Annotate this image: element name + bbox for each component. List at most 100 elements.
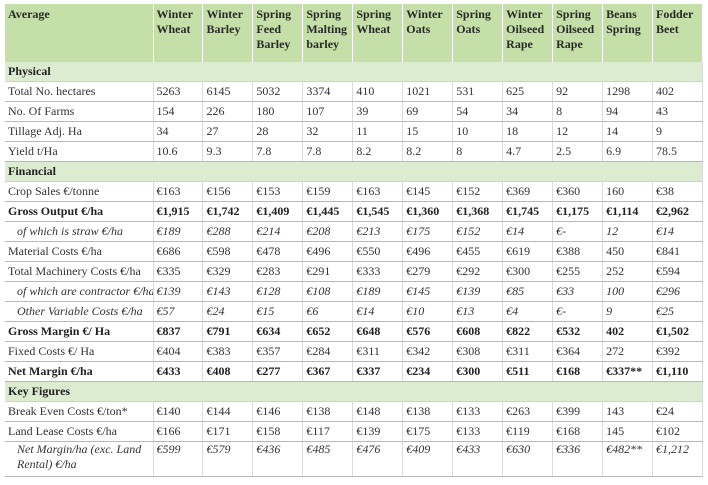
data-row: Total Machinery Costs €/ha €335 €329 €283 €2… [5, 261, 703, 282]
cell: €1,368 [452, 201, 504, 222]
cell: 8.2 [352, 141, 404, 162]
cell: €436 [252, 441, 304, 477]
table-body: Physical Total No. hectares 5263 6145 5032 33… [5, 62, 703, 477]
cell: 6145 [202, 81, 254, 102]
cell: 272 [602, 341, 654, 362]
cell: 39 [352, 101, 404, 122]
cell: €108 [302, 281, 354, 302]
cell: €139 [153, 281, 204, 302]
row-label: Other Variable Costs €/ha [5, 301, 154, 322]
cell: €133 [452, 401, 504, 422]
column-header: Beans Spring [602, 4, 654, 62]
column-header: Winter Wheat [153, 4, 204, 62]
cell: €291 [302, 261, 354, 282]
cell: €329 [202, 261, 254, 282]
cell: €145 [402, 281, 454, 302]
cell: 12 [602, 221, 654, 242]
data-row: Crop Sales €/tonne €163 €156 €153 €159 €163 €1… [5, 181, 703, 202]
data-row: Break Even Costs €/ton* €140 €144 €146 €138 €… [5, 401, 703, 422]
column-header: Winter Oilseed Rape [502, 4, 554, 62]
cell: €140 [153, 401, 204, 422]
cell: €24 [202, 301, 254, 322]
cell: €1,742 [202, 201, 254, 222]
cell: 100 [602, 281, 654, 302]
cell: €496 [302, 241, 354, 262]
cell: 14 [602, 121, 654, 142]
section-row: Key Figures [5, 381, 703, 402]
cell: €1,915 [153, 201, 204, 222]
cell: €1,409 [252, 201, 304, 222]
cell: €148 [352, 401, 404, 422]
data-row: Net Margin/ha (exc. Land Rental) €/ha €59… [5, 441, 703, 477]
cell: €333 [352, 261, 404, 282]
column-header: Spring Malting barley [302, 4, 354, 62]
cell: 15 [402, 121, 454, 142]
cell: €288 [202, 221, 254, 242]
cell: 410 [352, 81, 404, 102]
data-row: No. Of Farms 154 226 180 107 39 69 54 34 8 94 43 [5, 101, 703, 122]
cell: €156 [202, 181, 254, 202]
row-label: Net Margin/ha (exc. Land Rental) €/ha [5, 441, 154, 477]
cell: €175 [402, 221, 454, 242]
section-row: Financial [5, 161, 703, 182]
cell: €6 [302, 301, 354, 322]
cell: 2.5 [552, 141, 604, 162]
cell: 34 [153, 121, 204, 142]
cell: €532 [552, 321, 604, 342]
cell: 107 [302, 101, 354, 122]
cell: €158 [252, 421, 304, 442]
cell: 3374 [302, 81, 354, 102]
cell: 160 [602, 181, 654, 202]
data-row: Fixed Costs €/ Ha €404 €383 €357 €284 €311 €34… [5, 341, 703, 362]
cell: 9 [652, 121, 703, 142]
cell: 34 [502, 101, 554, 122]
cell: €163 [352, 181, 404, 202]
cell: €214 [252, 221, 304, 242]
row-label: Total Machinery Costs €/ha [5, 261, 154, 282]
cell: €478 [252, 241, 304, 262]
cell: €145 [402, 181, 454, 202]
cell: 78.5 [652, 141, 703, 162]
section-row: Physical [5, 62, 703, 82]
cell: €277 [252, 361, 304, 382]
cell: €335 [153, 261, 204, 282]
cell: 43 [652, 101, 703, 122]
cell: €392 [652, 341, 703, 362]
column-header: Winter Barley [202, 4, 254, 62]
cell: €133 [452, 421, 504, 442]
cell: €1,445 [302, 201, 354, 222]
cell: 1021 [402, 81, 454, 102]
cell: €85 [502, 281, 554, 302]
cell: €2,962 [652, 201, 703, 222]
cell: €24 [652, 401, 703, 422]
cell: €138 [402, 401, 454, 422]
data-row: Net Margin €/ha €433 €408 €277 €367 €337 €234 €… [5, 361, 703, 382]
cell: €189 [153, 221, 204, 242]
cell: €163 [153, 181, 204, 202]
cell: €822 [502, 321, 554, 342]
cell: €837 [153, 321, 204, 342]
cell: €791 [202, 321, 254, 342]
cell: 180 [252, 101, 304, 122]
cell: 145 [602, 421, 654, 442]
cell: €1,212 [652, 441, 703, 477]
row-label: Fixed Costs €/ Ha [5, 341, 154, 362]
cell: €409 [402, 441, 454, 477]
row-label: Land Lease Costs €/ha [5, 421, 154, 442]
cell: €283 [252, 261, 304, 282]
cell: €342 [402, 341, 454, 362]
results-table: Average Winter Wheat Winter Barley Spring … [5, 4, 703, 477]
cell: 12 [552, 121, 604, 142]
cell: €367 [302, 361, 354, 382]
cell: 9 [602, 301, 654, 322]
cell: €139 [352, 421, 404, 442]
cell: 92 [552, 81, 604, 102]
cell: €153 [252, 181, 304, 202]
cell: 531 [452, 81, 504, 102]
cell: 32 [302, 121, 354, 142]
cell: €14 [652, 221, 703, 242]
cell: €579 [202, 441, 254, 477]
cell: €263 [502, 401, 554, 422]
cell: 94 [602, 101, 654, 122]
